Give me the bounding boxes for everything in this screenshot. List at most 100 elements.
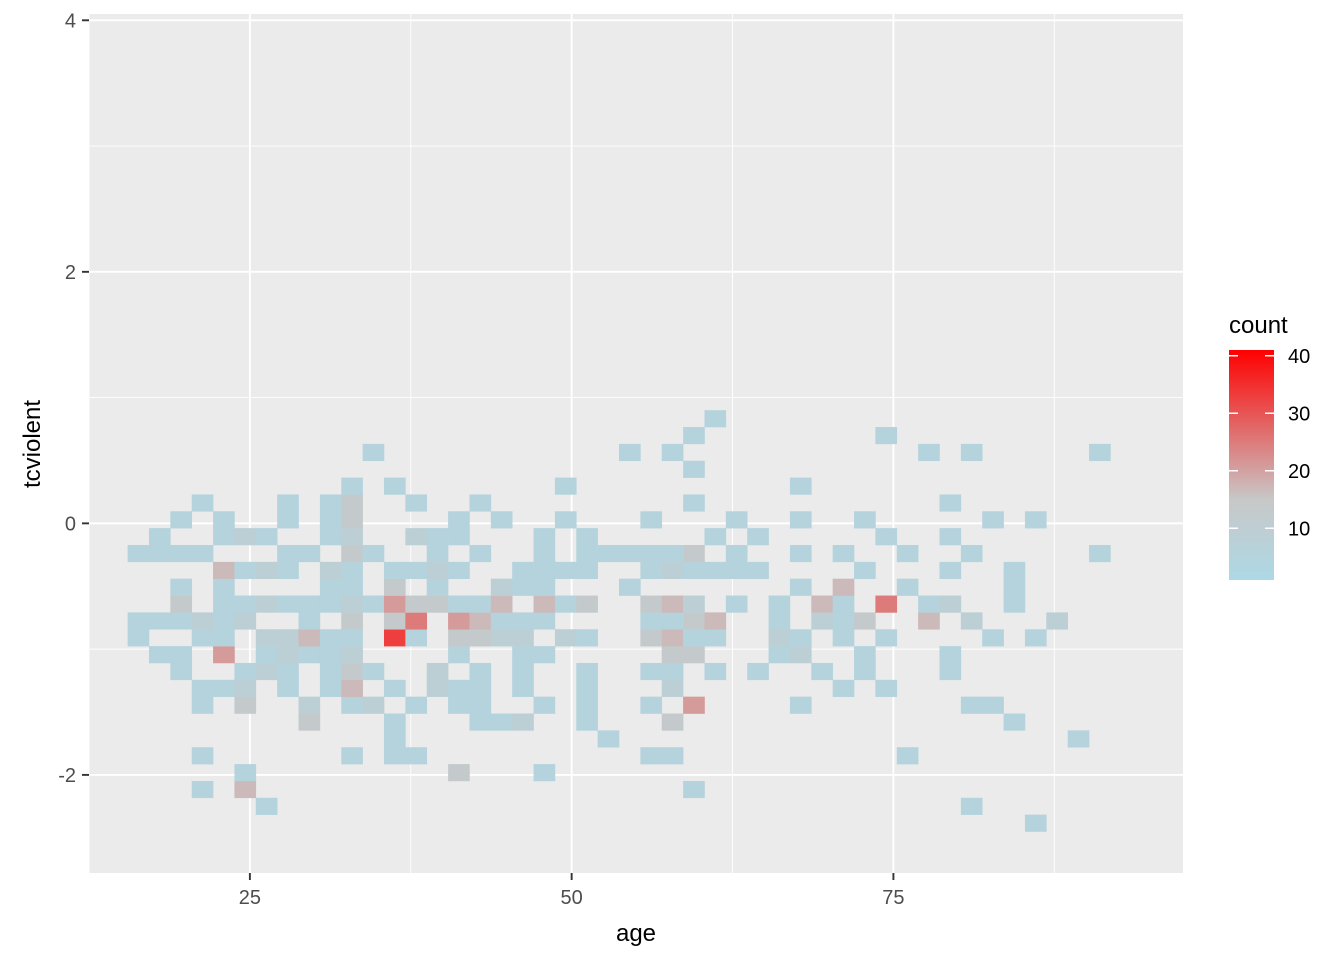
heatmap-tile xyxy=(448,511,470,529)
heatmap-tile xyxy=(213,528,235,546)
heatmap-tile xyxy=(319,511,342,529)
heatmap-tile xyxy=(213,612,235,630)
heatmap-tile xyxy=(170,612,193,630)
heatmap-tile xyxy=(405,494,428,512)
heatmap-tile xyxy=(789,696,812,714)
y-tick-label: -2 xyxy=(58,765,76,787)
heatmap-tile xyxy=(918,612,940,630)
heatmap-tile xyxy=(469,612,492,630)
heatmap-tile xyxy=(854,612,876,630)
heatmap-tile xyxy=(234,696,257,714)
heatmap-tile xyxy=(191,545,214,563)
heatmap-tile xyxy=(234,528,257,546)
x-axis: 25 50 75 xyxy=(239,873,905,909)
heatmap-tile xyxy=(939,646,962,664)
heatmap-tile xyxy=(426,545,449,563)
heatmap-tile xyxy=(490,629,513,647)
heatmap-tile xyxy=(170,578,193,596)
heatmap-tile xyxy=(213,629,235,647)
heatmap-tile xyxy=(383,629,406,647)
heatmap-tile xyxy=(1089,443,1111,462)
heatmap-tile xyxy=(277,629,299,647)
heatmap-tile xyxy=(383,679,406,697)
heatmap-tile xyxy=(747,528,769,546)
heatmap-tile xyxy=(832,629,855,647)
heatmap-tile xyxy=(319,561,342,579)
heatmap-tile xyxy=(875,679,898,697)
heatmap-tile xyxy=(383,612,406,630)
heatmap-tile xyxy=(789,629,812,647)
heatmap-tile xyxy=(854,511,876,529)
x-tick-label: 50 xyxy=(561,887,583,909)
heatmap-tile xyxy=(512,662,534,681)
heatmap-tile xyxy=(448,561,470,579)
heatmap-tile xyxy=(939,494,962,512)
heatmap-tile xyxy=(469,545,492,563)
heatmap-tile xyxy=(469,595,492,613)
heatmap-tile xyxy=(383,477,406,495)
heatmap-tile xyxy=(960,696,983,714)
heatmap-tile xyxy=(619,545,641,563)
legend-label: 10 xyxy=(1288,518,1310,540)
heatmap-tile xyxy=(768,646,791,664)
heatmap-tile xyxy=(383,578,406,596)
heatmap-tile xyxy=(298,646,321,664)
heatmap-tile xyxy=(213,679,235,697)
heatmap-tile xyxy=(832,545,855,563)
heatmap-tile xyxy=(469,494,492,512)
heatmap-tile xyxy=(170,595,193,613)
heatmap-tile xyxy=(448,528,470,546)
heatmap-tile xyxy=(469,713,492,731)
heatmap-tiles xyxy=(127,410,1111,832)
heatmap-tile xyxy=(213,578,235,596)
heatmap-tile xyxy=(319,646,342,664)
heatmap-tile xyxy=(448,612,470,630)
heatmap-tile xyxy=(405,612,428,630)
heatmap-tile xyxy=(939,561,962,579)
heatmap-tile xyxy=(725,545,748,563)
heatmap-tile xyxy=(255,646,278,664)
heatmap-tile xyxy=(832,578,855,596)
heatmap-tile xyxy=(405,561,428,579)
heatmap-tile xyxy=(469,679,492,697)
heatmap-tile xyxy=(939,528,962,546)
heatmap-tile xyxy=(277,646,299,664)
heatmap-tile xyxy=(661,662,684,681)
heatmap-tile xyxy=(383,747,406,765)
heatmap-tile xyxy=(277,662,299,681)
heatmap-tile xyxy=(1003,713,1026,731)
heatmap-tile xyxy=(661,679,684,697)
legend-label: 20 xyxy=(1288,461,1310,483)
heatmap-tile xyxy=(341,578,363,596)
heatmap-tile xyxy=(554,595,577,613)
heatmap-tile xyxy=(875,595,898,613)
heatmap-tile xyxy=(811,595,833,613)
heatmap-tile xyxy=(725,561,748,579)
heatmap-tile xyxy=(298,713,321,731)
heatmap-tile xyxy=(255,797,278,815)
heatmap-tile xyxy=(383,730,406,748)
heatmap-tile xyxy=(597,545,620,563)
heatmap-tile xyxy=(426,528,449,546)
heatmap-tile xyxy=(533,612,556,630)
heatmap-tile xyxy=(854,561,876,579)
heatmap-tile xyxy=(576,561,598,579)
heatmap-tile xyxy=(1089,545,1111,563)
heatmap-tile xyxy=(533,528,556,546)
heatmap-tile xyxy=(789,511,812,529)
heatmap-tile xyxy=(234,612,257,630)
heatmap-tile xyxy=(405,528,428,546)
heatmap-tile xyxy=(490,578,513,596)
heatmap-tile xyxy=(1003,561,1026,579)
heatmap-tile xyxy=(362,595,385,613)
heatmap-tile xyxy=(277,494,299,512)
heatmap-tile xyxy=(683,629,705,647)
heatmap-tile xyxy=(448,629,470,647)
heatmap-tile xyxy=(319,595,342,613)
heatmap-tile xyxy=(362,545,385,563)
heatmap-tile xyxy=(789,545,812,563)
heatmap-tile xyxy=(298,612,321,630)
heatmap-tile xyxy=(426,578,449,596)
heatmap-tile xyxy=(533,561,556,579)
heatmap-tile xyxy=(640,747,663,765)
